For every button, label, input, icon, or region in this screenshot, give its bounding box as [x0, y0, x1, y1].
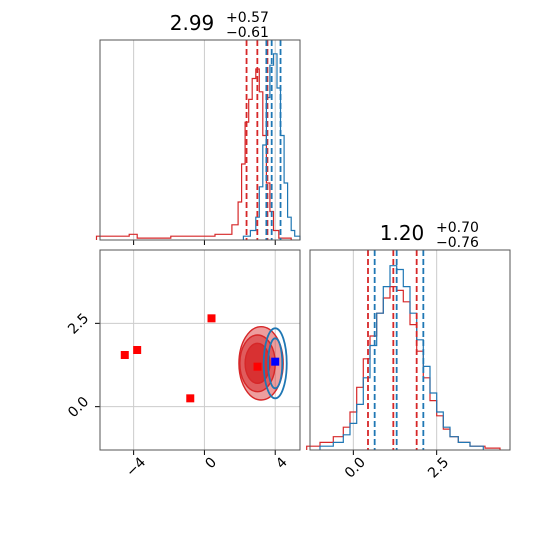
hist2-title-lower: −0.76	[436, 235, 479, 251]
red-square-marker	[120, 351, 129, 359]
red-square-marker	[186, 394, 195, 403]
hist2-title: 1.20	[380, 221, 425, 245]
scatter-x-tick-label: 4	[273, 454, 291, 472]
hist1-blue-series	[242, 53, 301, 240]
hist1-red-series	[95, 68, 292, 240]
scatter-y-tick-label: 2.5	[65, 311, 92, 338]
red-square-marker	[207, 314, 216, 323]
hist2-blue-series	[319, 265, 484, 450]
scatter-x-tick-label: 0	[202, 454, 220, 472]
scatter-plot-area	[120, 314, 288, 403]
hist-param2-panel: 0.0 2.5 1.20 +0.70−0.76	[306, 220, 511, 482]
hist2-x-tick-label: 2.5	[425, 454, 452, 481]
hist2-x-tick-label: 0.0	[342, 454, 369, 481]
hist1-title-lower: −0.61	[226, 25, 269, 41]
red-square-marker	[133, 346, 142, 354]
scatter-y-tick-label: 0.0	[65, 394, 92, 421]
hist1-title-value: 2.99	[170, 11, 215, 35]
hist2-title-upper: +0.70	[436, 220, 479, 236]
scatter-panel: −4 0 4 0.0 2.5	[65, 249, 301, 480]
hist2-red-series	[306, 286, 501, 450]
blue-square-marker	[271, 357, 280, 366]
blue-contour-level-1	[267, 337, 284, 390]
hist-param1-panel: 2.99 +0.57−0.61	[95, 10, 301, 245]
scatter-x-tick-label: −4	[123, 454, 149, 480]
hist1-frame	[99, 39, 301, 241]
blue-contour-level-0	[262, 327, 288, 400]
hist2-title-value: 1.20	[380, 221, 425, 245]
scatter-frame	[99, 249, 301, 451]
red-square-marker	[253, 362, 262, 371]
hist1-title: 2.99	[170, 11, 215, 35]
hist2-frame	[309, 249, 511, 451]
hist1-title-upper: +0.57	[226, 10, 269, 26]
